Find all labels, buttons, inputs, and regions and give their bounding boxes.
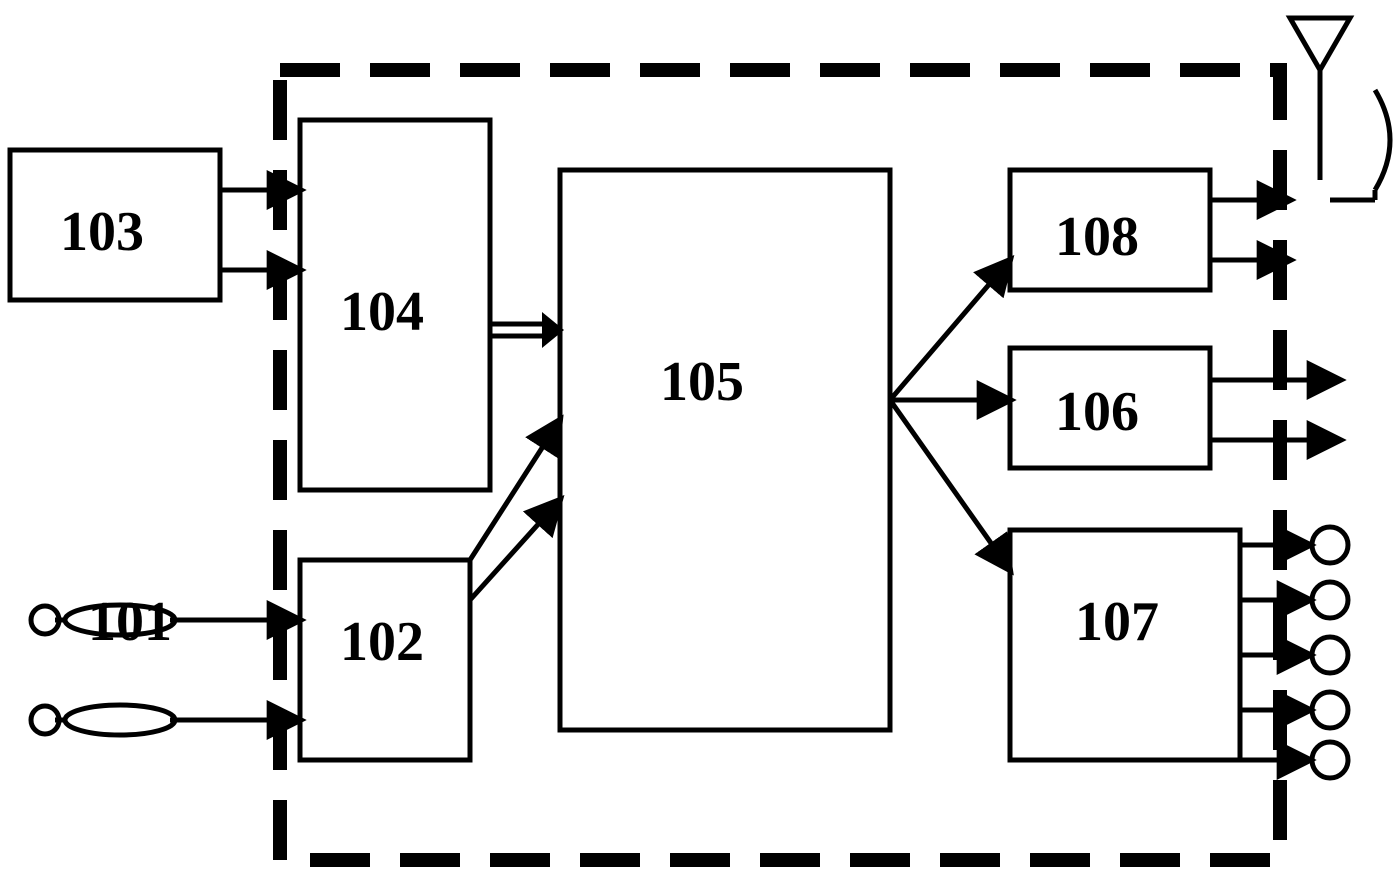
arrow-a102_to_105_lo (470, 500, 560, 600)
antenna-arc (1375, 90, 1390, 190)
antenna-icon (1290, 18, 1350, 70)
arrow-a105_to_107 (890, 400, 1010, 570)
block-105 (560, 170, 890, 730)
label-108: 108 (1055, 206, 1139, 268)
arrow-a105_to_108 (890, 260, 1010, 400)
label-102: 102 (340, 611, 424, 673)
label-106: 106 (1055, 381, 1139, 443)
input-dot-1 (31, 706, 59, 734)
label-107: 107 (1075, 591, 1159, 653)
out107-circle-4 (1312, 742, 1348, 778)
out107-circle-1 (1312, 582, 1348, 618)
label-103: 103 (60, 201, 144, 263)
label-101: 101 (88, 591, 172, 653)
out107-circle-2 (1312, 637, 1348, 673)
out107-circle-0 (1312, 527, 1348, 563)
label-105: 105 (660, 351, 744, 413)
label-104: 104 (340, 281, 424, 343)
out107-circle-3 (1312, 692, 1348, 728)
input-ellipse-1 (65, 705, 175, 735)
input-dot-0 (31, 606, 59, 634)
